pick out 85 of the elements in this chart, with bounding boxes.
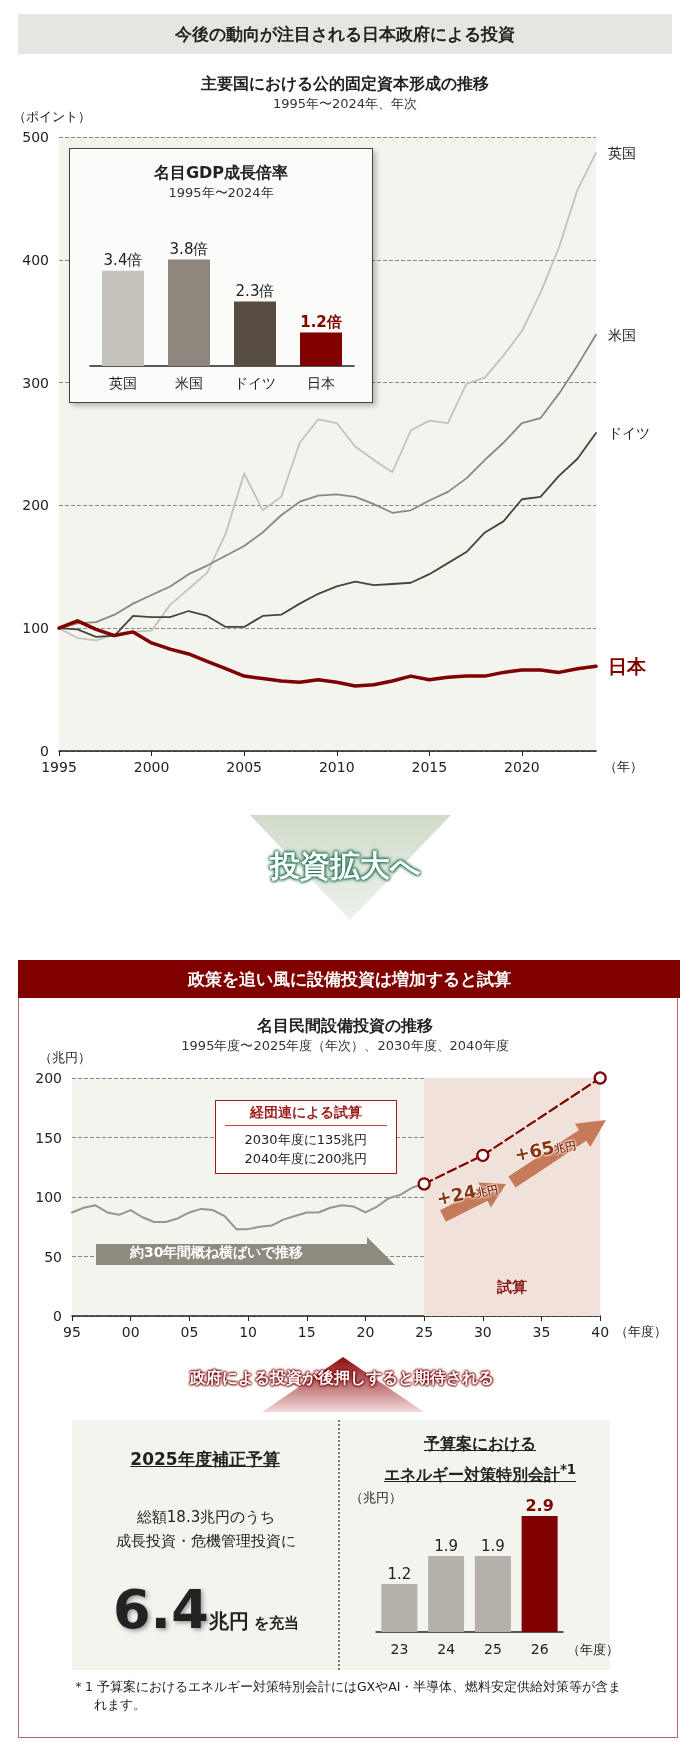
series-label: ドイツ [608, 424, 650, 441]
chart-subtitle: 1995年度〜2025年度（年次）、2030年度、2040年度 [181, 1038, 509, 1053]
x-tick-label: 2020 [504, 759, 540, 775]
chart-subtitle: エネルギー対策特別会計$^{*1}$ [382, 1461, 578, 1487]
y-axis-title: （兆円） [350, 1490, 402, 1505]
bar [168, 259, 210, 366]
point [476, 1148, 490, 1162]
x-tick-label: 95 [63, 1324, 81, 1340]
chart-title: 主要国における公的固定資本形成の推移 [200, 73, 489, 93]
series-label: 英国 [608, 144, 636, 161]
data-label: 2.3倍 [235, 282, 275, 301]
text: 政策を追い風に設備投資は増加すると試算 [18, 960, 680, 998]
text: 投資拡大へ [266, 847, 423, 886]
x-tick-label: 10 [239, 1324, 257, 1340]
x-tick-label: 米国 [175, 375, 203, 391]
data-label: 3.8倍 [169, 240, 209, 259]
y-axis-title: （兆円） [39, 1050, 91, 1065]
data-label: 2.9 [525, 1495, 554, 1515]
y-tick-label: 50 [44, 1248, 62, 1265]
y-tick-label: 400 [22, 251, 49, 268]
x-tick-label: 24 [437, 1641, 456, 1657]
y-tick-label: 300 [22, 374, 49, 391]
x-tick-label: 23 [390, 1641, 409, 1657]
point [417, 1177, 431, 1191]
y-tick-label: 0 [40, 743, 49, 759]
y-tick-label: 200 [35, 1070, 62, 1086]
y-tick-label: 0 [53, 1308, 62, 1324]
chart-subtitle: 1995年〜2024年 [168, 185, 274, 200]
x-tick-label: 日本 [307, 375, 335, 391]
x-tick-label: ドイツ [234, 375, 276, 391]
x-tick-label: 2000 [133, 759, 170, 775]
x-tick-label: 35 [532, 1324, 551, 1340]
text: 総額18.3兆円のうち [135, 1508, 277, 1527]
x-tick-label: 25 [483, 1641, 502, 1657]
text: 6.4兆円 を充当 [113, 1578, 299, 1641]
chart-title: 名目GDP成長倍率 [152, 162, 289, 182]
x-axis-title: （年度） [615, 1324, 667, 1339]
data-label: 1.2倍 [300, 312, 342, 331]
line-series [57, 619, 598, 688]
y-axis-title: （ポイント） [13, 109, 91, 124]
chart-title: 予算案における [423, 1433, 537, 1455]
band-label: 試算 [496, 1277, 528, 1296]
bar [234, 301, 276, 366]
x-tick-label: 2015 [411, 759, 448, 775]
y-tick-label: 500 [22, 129, 49, 145]
line-series [58, 152, 597, 642]
y-tick-label: 200 [22, 497, 49, 514]
y-tick-label: 150 [35, 1129, 62, 1146]
data-label: 1.9 [434, 1536, 459, 1555]
bar [102, 270, 144, 366]
chart-subtitle: 1995年〜2024年、年次 [272, 96, 418, 111]
point [593, 1071, 607, 1085]
data-label: 3.4倍 [103, 251, 143, 270]
text: 今後の動向が注目される日本政府による投資 [18, 14, 672, 54]
text: 成長投資・危機管理投資に [115, 1532, 297, 1551]
annotation: +24兆円 [434, 1180, 500, 1210]
bar [300, 332, 342, 366]
x-tick-label: 英国 [109, 375, 137, 391]
y-tick-label: 100 [35, 1189, 62, 1205]
data-label: 1.9 [480, 1536, 505, 1555]
annotation: 2040年度に200兆円 [243, 1150, 369, 1168]
x-tick-label: 05 [180, 1324, 199, 1340]
x-axis-title: （年） [604, 759, 643, 774]
series-label: 米国 [608, 326, 636, 343]
x-tick-label: 1995 [41, 759, 77, 775]
text: 2025年度補正予算 [129, 1448, 281, 1471]
x-tick-label: 25 [415, 1324, 434, 1340]
x-tick-label: 2005 [226, 759, 262, 775]
x-tick-label: 40 [591, 1324, 610, 1340]
chart-title: 名目民間設備投資の推移 [256, 1015, 433, 1035]
annotation: 2030年度に135兆円 [243, 1131, 369, 1149]
annotation: 約30年間概ね横ばいで推移 [130, 1244, 304, 1262]
annotation: +65兆円 [512, 1136, 578, 1166]
x-tick-label: 20 [356, 1324, 375, 1340]
x-tick-label: 30 [473, 1324, 492, 1340]
text: ＊1 予算案におけるエネルギー対策特別会計にはGXやAI・半導体、燃料安定供給対策等が含まれます。 [72, 1678, 623, 1714]
annotation: 経団連による試算 [248, 1104, 363, 1122]
x-tick-label: 15 [297, 1324, 316, 1340]
series-label: 日本 [608, 655, 647, 678]
x-tick-label: 26 [530, 1641, 549, 1657]
data-label: 1.2 [387, 1564, 412, 1583]
x-tick-label: 00 [121, 1324, 140, 1340]
x-axis-title: （年度） [567, 1642, 619, 1657]
x-tick-label: 2010 [318, 759, 355, 775]
y-tick-label: 100 [22, 620, 49, 637]
